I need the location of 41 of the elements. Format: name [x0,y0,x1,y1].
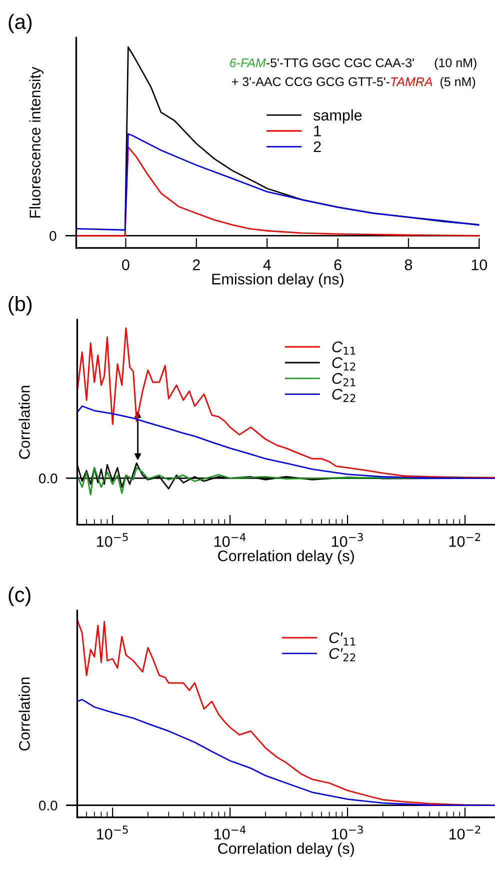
x-tick-label: 4 [263,260,271,270]
x-tick-label: 2 [192,259,200,270]
legend-label: C′$_{11}$ [329,632,356,646]
x-axis-title: Correlation delay (s) [218,550,354,564]
annotation: TAMRA [391,77,432,86]
annotation: (10 nM) [434,58,476,70]
x-tick-label: 10$^{−5}$ [97,826,128,840]
legend-label: 1 [314,126,321,136]
x-tick-label: 8 [404,259,412,270]
x-axis-title: Emission delay (ns) [212,273,344,288]
legend-label: 2 [314,141,321,152]
legend-label: sample [314,109,362,124]
ref-line-label: 0.0 [39,474,58,484]
legend-label: C$_{21}$ [332,373,356,386]
y-axis-title: Correlation [18,678,30,751]
legend-label: C$_{22}$ [332,388,356,402]
legend-label: C′$_{22}$ [329,648,356,662]
x-tick-label: 0 [122,259,130,270]
x-tick-label: 10$^{−4}$ [214,826,246,840]
x-axis-title: Correlation delay (s) [218,842,354,857]
legend-label: C$_{11}$ [332,342,356,355]
text: (a) [8,14,32,34]
ref-line-label: 0 [50,230,56,241]
x-tick-label: 10$^{−5}$ [97,533,128,547]
annotation: (5 nM) [440,76,476,89]
x-tick-label: 10$^{−4}$ [214,533,246,547]
y-axis-title: Fluorescence intensity [29,66,44,218]
text: (b) [8,296,32,316]
x-tick-label: 10$^{−2}$ [449,533,480,547]
annotation: -5'-TTG GGC CGC CAA-3' [266,58,414,68]
x-tick-label: 10$^{−3}$ [332,826,363,840]
x-tick-label: 10$^{−3}$ [332,533,363,547]
x-tick-label: 10$^{−2}$ [449,826,480,840]
annotation: 6-FAM [230,58,266,68]
annotation: + 3'-AAC CCG GCG GTT-5'- [232,77,390,86]
text: (c) [8,586,30,606]
ref-line-label: 0.0 [39,800,58,810]
y-axis-title: Correlation [18,386,30,459]
legend-label: C$_{12}$ [332,357,356,370]
x-tick-label: 10 [472,259,488,270]
x-tick-label: 6 [334,259,342,270]
